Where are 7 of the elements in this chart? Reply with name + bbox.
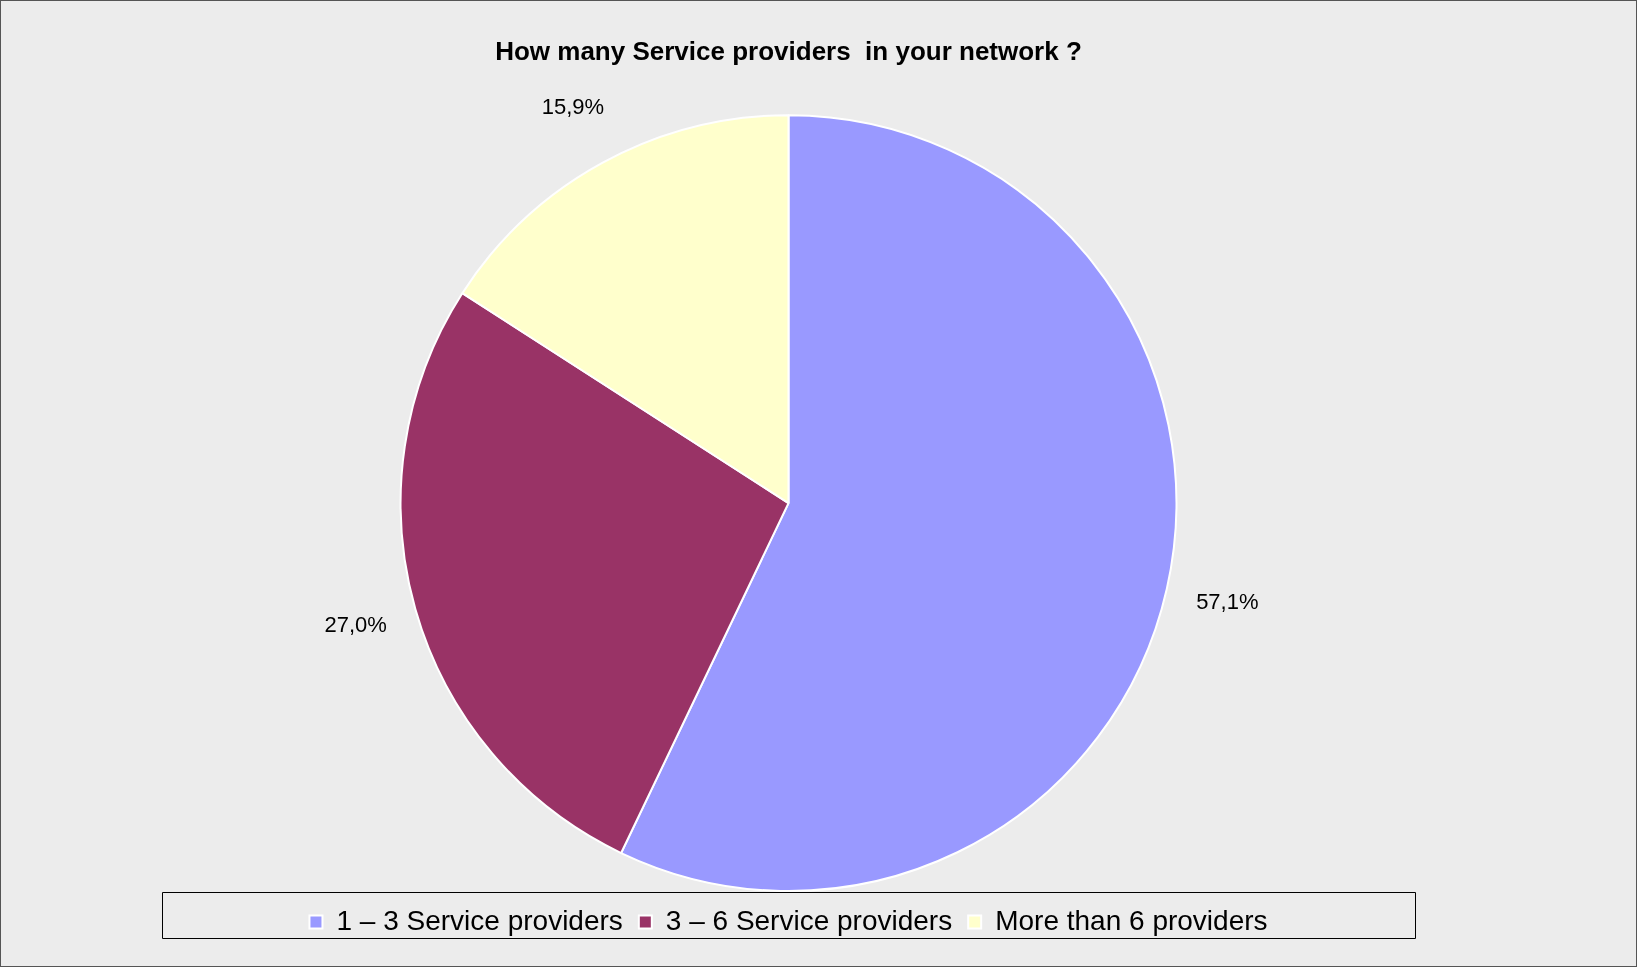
- data-label: 15,9%: [541, 94, 605, 120]
- legend-label: More than 6 providers: [995, 904, 1268, 936]
- data-label: 27,0%: [324, 611, 387, 637]
- data-label: 57,1%: [1196, 588, 1259, 614]
- legend-label: 3 – 6 Service providers: [665, 904, 953, 936]
- chart-title: How many Service providers in your network ?: [495, 35, 1082, 66]
- legend-label: 1 – 3 Service providers: [336, 904, 623, 936]
